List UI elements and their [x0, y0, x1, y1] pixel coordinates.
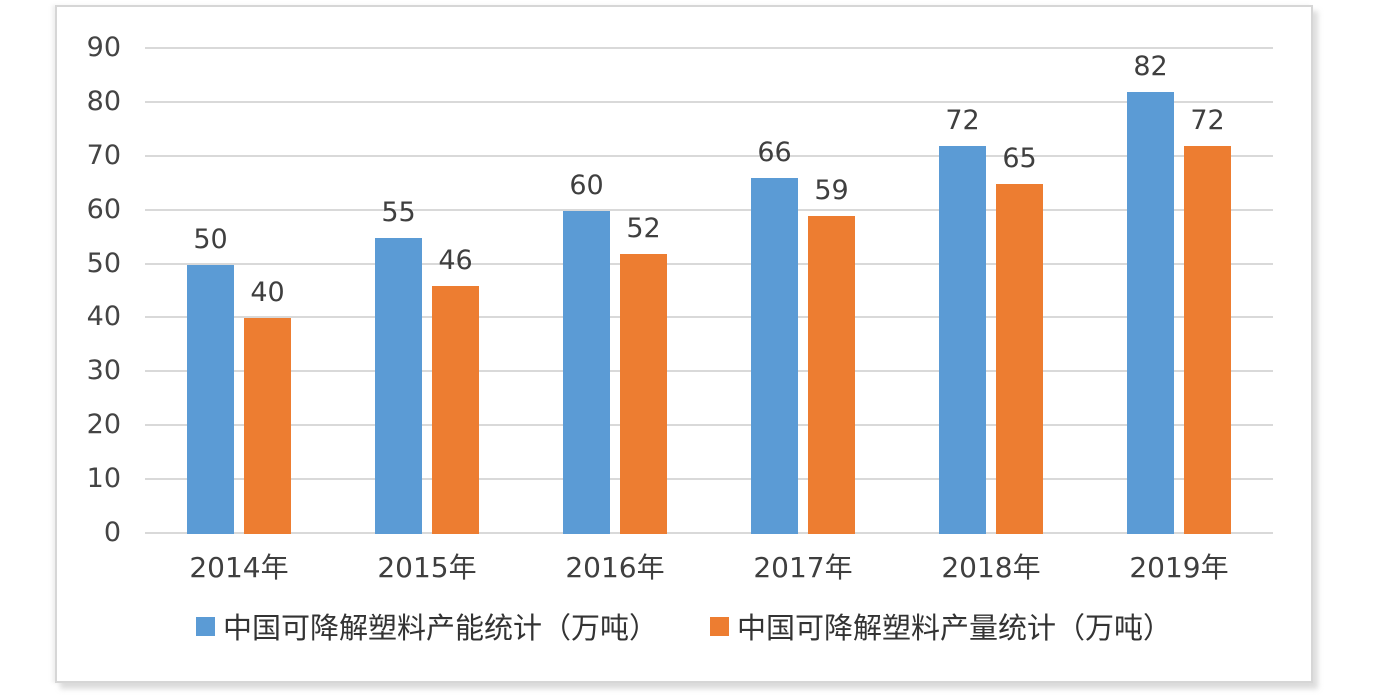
- y-axis-tick-label: 30: [86, 355, 121, 387]
- y-axis-tick-label: 90: [86, 32, 121, 63]
- bar-group: 66 59: [709, 7, 897, 534]
- capacity-bar-value-label: 66: [757, 137, 792, 169]
- gridline: [145, 478, 1273, 481]
- capacity-bar-value-label: 50: [193, 223, 228, 255]
- capacity-bar: [375, 237, 422, 534]
- y-axis-tick-label: 0: [103, 517, 121, 548]
- x-axis-category-label: 2015年: [377, 551, 477, 584]
- gridline: [145, 100, 1273, 103]
- capacity-bar: [563, 210, 610, 534]
- gridline: [145, 316, 1273, 319]
- output-bar: [996, 183, 1043, 534]
- capacity-bar: [187, 264, 234, 534]
- x-axis-category-label: 2017年: [753, 551, 853, 584]
- capacity-bar-value-label: 60: [569, 169, 604, 201]
- output-bar: [1184, 146, 1231, 534]
- bar-group: 82 72: [1085, 7, 1273, 534]
- gridline: [145, 424, 1273, 427]
- output-bar: [432, 286, 479, 534]
- y-axis-tick-label: 50: [86, 247, 121, 279]
- gridline: [145, 370, 1273, 373]
- capacity-bar-value-label: 72: [945, 105, 980, 136]
- y-axis-tick-label: 20: [86, 409, 121, 441]
- y-axis-tick-label: 40: [86, 301, 121, 333]
- chart-frame: 90 80 70 60 50 40 30 20 10 0 50 40 2014年 55 46 2015年 60 5…: [55, 5, 1313, 683]
- x-axis-category-label: 2014年: [189, 551, 289, 584]
- output-bar-value-label: 52: [626, 212, 661, 244]
- gridline: [145, 208, 1273, 211]
- legend-item-output: 中国可降解塑料产量统计（万吨）: [710, 605, 1172, 647]
- output-bar-value-label: 46: [438, 245, 473, 277]
- bar-group: 60 52: [521, 7, 709, 534]
- plot-area: 90 80 70 60 50 40 30 20 10 0 50 40 2014年 55 46 2015年 60 5…: [57, 7, 1311, 681]
- output-bar-value-label: 72: [1190, 105, 1225, 136]
- capacity-bar: [939, 146, 986, 534]
- x-axis-category-label: 2016年: [565, 551, 665, 584]
- gridline: [145, 154, 1273, 157]
- capacity-bar-value-label: 55: [381, 196, 416, 228]
- capacity-bar: [1127, 92, 1174, 534]
- gridline: [145, 532, 1273, 534]
- legend-label: 中国可降解塑料产能统计（万吨）: [222, 611, 658, 645]
- capacity-bar-value-label: 82: [1133, 51, 1168, 83]
- y-axis-tick-label: 70: [86, 139, 121, 171]
- output-bar: [808, 216, 855, 534]
- gridline: [145, 262, 1273, 265]
- output-bar-value-label: 65: [1002, 142, 1037, 174]
- legend-label: 中国可降解塑料产量统计（万吨）: [737, 611, 1173, 645]
- legend: 中国可降解塑料产能统计（万吨） 中国可降解塑料产量统计（万吨）: [57, 605, 1311, 647]
- legend-item-capacity: 中国可降解塑料产能统计（万吨）: [195, 605, 658, 647]
- y-axis-tick-label: 80: [86, 85, 121, 117]
- bar-group: 72 65: [897, 7, 1085, 534]
- gridline: [145, 47, 1273, 49]
- x-axis-category-label: 2018年: [941, 551, 1041, 584]
- bar-group: 55 46: [333, 7, 521, 534]
- y-axis-tick-label: 60: [86, 193, 121, 225]
- bar-group: 50 40: [145, 7, 333, 534]
- output-bar-value-label: 40: [250, 277, 285, 309]
- capacity-legend-swatch: [195, 616, 215, 636]
- output-bar-value-label: 59: [814, 175, 849, 207]
- output-bar: [244, 318, 291, 534]
- output-legend-swatch: [710, 616, 729, 636]
- capacity-bar: [751, 178, 798, 534]
- y-axis-tick-label: 10: [86, 463, 121, 495]
- x-axis-category-label: 2019年: [1129, 551, 1229, 584]
- output-bar: [620, 253, 667, 534]
